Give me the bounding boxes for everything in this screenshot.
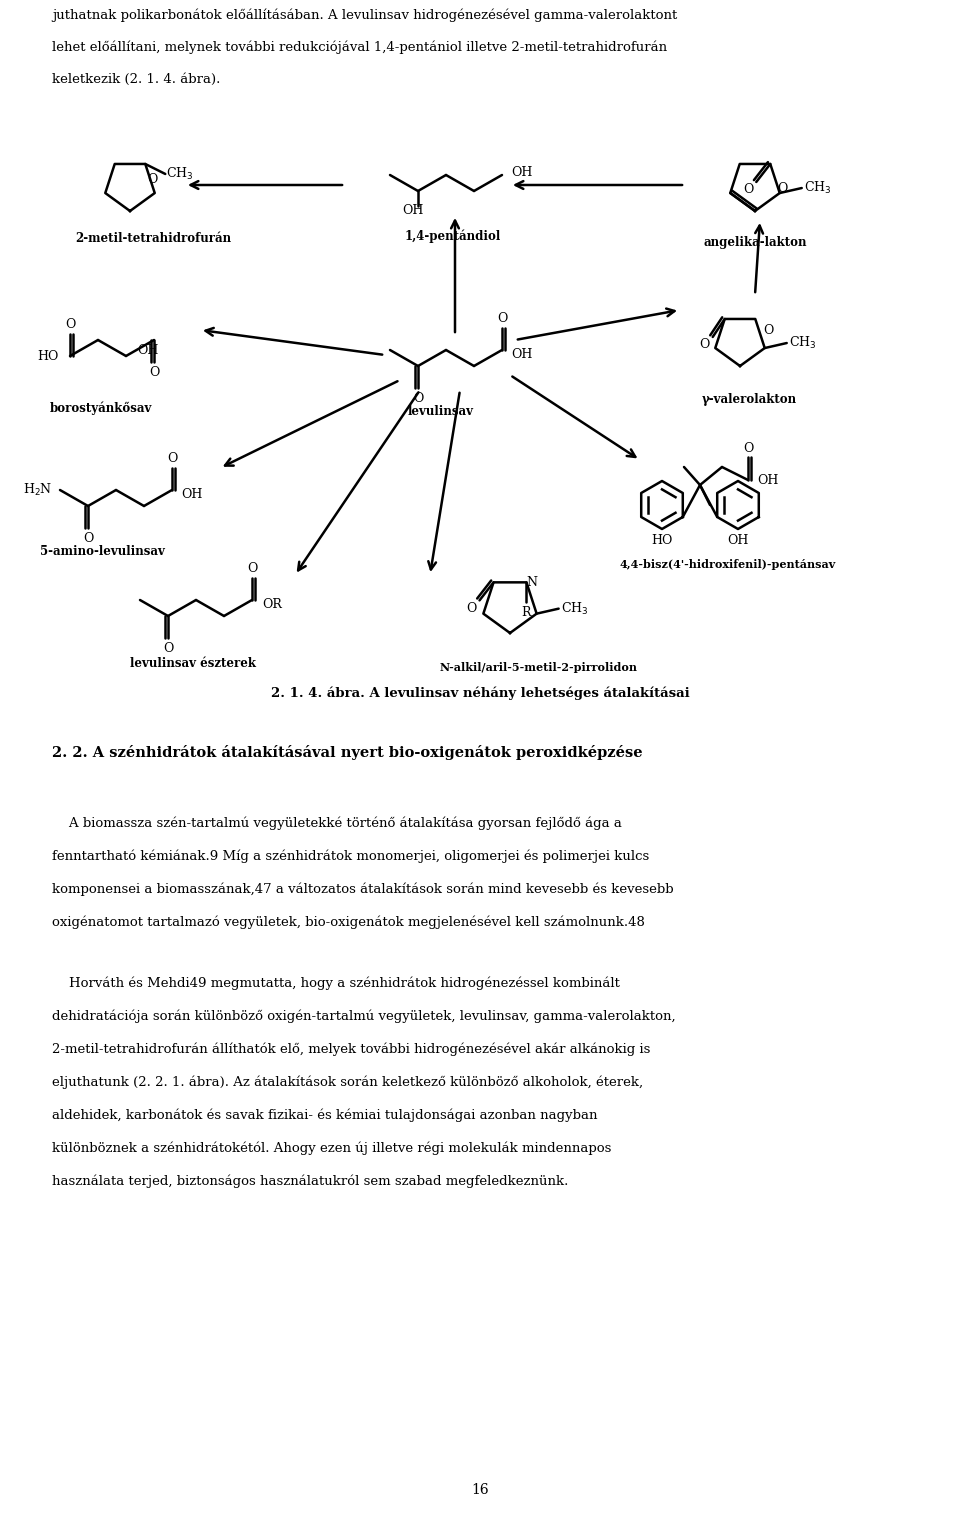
Text: H$_2$N: H$_2$N xyxy=(23,483,53,498)
Text: γ-valerolakton: γ-valerolakton xyxy=(702,393,797,406)
Text: CH$_3$: CH$_3$ xyxy=(165,166,193,181)
Text: R: R xyxy=(521,606,531,619)
Text: CH$_3$: CH$_3$ xyxy=(561,601,588,616)
Text: komponensei a biomasszának,47 a változatos átalakítások során mind kevesebb és k: komponensei a biomasszának,47 a változat… xyxy=(52,882,674,896)
Text: 2-metil-tetrahidrofurán állíthatók elő, melyek további hidrogénezésével akár alk: 2-metil-tetrahidrofurán állíthatók elő, … xyxy=(52,1042,650,1056)
Text: O: O xyxy=(413,392,423,404)
Text: N-alkil/aril-5-metil-2-pirrolidon: N-alkil/aril-5-metil-2-pirrolidon xyxy=(440,662,638,673)
Text: oxigénatomot tartalmazó vegyületek, bio-oxigenátok megjelenésével kell számolnun: oxigénatomot tartalmazó vegyületek, bio-… xyxy=(52,916,645,928)
Text: juthatnak polikarbonátok előállításában. A levulinsav hidrogénezésével gamma-val: juthatnak polikarbonátok előállításában.… xyxy=(52,9,677,22)
Text: keletkezik (2. 1. 4. ábra).: keletkezik (2. 1. 4. ábra). xyxy=(52,72,221,86)
Text: fenntartható kémiának.9 Míg a szénhidrátok monomerjei, oligomerjei és polimerjei: fenntartható kémiának.9 Míg a szénhidrát… xyxy=(52,850,649,862)
Text: O: O xyxy=(83,532,93,544)
Text: O: O xyxy=(497,312,507,324)
Text: O: O xyxy=(163,641,173,655)
Text: CH$_3$: CH$_3$ xyxy=(789,335,816,350)
Text: O: O xyxy=(149,366,159,378)
Text: aldehidek, karbonátok és savak fizikai- és kémiai tulajdonságai azonban nagyban: aldehidek, karbonátok és savak fizikai- … xyxy=(52,1108,597,1122)
Text: O: O xyxy=(763,324,773,337)
Text: használata terjed, biztonságos használatukról sem szabad megfeledkeznünk.: használata terjed, biztonságos használat… xyxy=(52,1174,568,1188)
Text: O: O xyxy=(247,561,257,575)
Text: OH: OH xyxy=(757,473,779,487)
Text: OH: OH xyxy=(728,535,749,547)
Text: A biomassza szén-tartalmú vegyületekké történő átalakítása gyorsan fejlődő ága a: A biomassza szén-tartalmú vegyületekké t… xyxy=(52,816,622,830)
Text: N: N xyxy=(526,576,537,589)
Text: O: O xyxy=(148,174,157,186)
Text: 16: 16 xyxy=(471,1483,489,1497)
Text: O: O xyxy=(743,183,754,197)
Text: OH: OH xyxy=(402,204,423,218)
Text: OH: OH xyxy=(512,166,533,180)
Text: HO: HO xyxy=(651,535,673,547)
Text: CH$_3$: CH$_3$ xyxy=(804,180,831,197)
Text: eljuthatunk (2. 2. 1. ábra). Az átalakítások során keletkező különböző alkoholok: eljuthatunk (2. 2. 1. ábra). Az átalakít… xyxy=(52,1076,643,1090)
Text: levulinsav: levulinsav xyxy=(408,406,474,418)
Text: 5-amino-levulinsav: 5-amino-levulinsav xyxy=(40,546,165,558)
Text: angelika-lakton: angelika-lakton xyxy=(703,237,806,249)
Text: 2. 2. A szénhidrátok átalakításával nyert bio-oxigenátok peroxidképzése: 2. 2. A szénhidrátok átalakításával nyer… xyxy=(52,745,642,759)
Text: O: O xyxy=(467,603,477,615)
Text: O: O xyxy=(167,452,178,464)
Text: 4,4-bisz(4'-hidroxifenil)-pentánsav: 4,4-bisz(4'-hidroxifenil)-pentánsav xyxy=(620,559,836,570)
Text: 2. 1. 4. ábra. A levulinsav néhány lehetséges átalakításai: 2. 1. 4. ábra. A levulinsav néhány lehet… xyxy=(271,687,689,699)
Text: 1,4-pentándiol: 1,4-pentándiol xyxy=(405,229,501,243)
Text: különböznek a szénhidrátokétól. Ahogy ezen új illetve régi molekulák mindennapos: különböznek a szénhidrátokétól. Ahogy ez… xyxy=(52,1142,612,1154)
Text: O: O xyxy=(700,338,709,352)
Text: levulinsav észterek: levulinsav észterek xyxy=(130,656,256,670)
Text: OH: OH xyxy=(137,344,158,358)
Text: lehet előállítani, melynek további redukciójával 1,4-pentániol illetve 2-metil-t: lehet előállítani, melynek további reduk… xyxy=(52,40,667,54)
Text: dehidratációja során különböző oxigén-tartalmú vegyületek, levulinsav, gamma-val: dehidratációja során különböző oxigén-ta… xyxy=(52,1010,676,1024)
Text: O: O xyxy=(743,441,754,455)
Text: OR: OR xyxy=(262,598,282,612)
Text: HO: HO xyxy=(37,349,59,363)
Text: 2-metil-tetrahidrofurán: 2-metil-tetrahidrofurán xyxy=(75,232,231,244)
Text: O: O xyxy=(778,181,788,195)
Text: OH: OH xyxy=(512,349,533,361)
Text: borostyánkősav: borostyánkősav xyxy=(50,401,153,415)
Text: OH: OH xyxy=(181,489,203,501)
Text: O: O xyxy=(65,318,75,330)
Text: Horváth és Mehdi49 megmutatta, hogy a szénhidrátok hidrogénezéssel kombinált: Horváth és Mehdi49 megmutatta, hogy a sz… xyxy=(52,976,620,990)
